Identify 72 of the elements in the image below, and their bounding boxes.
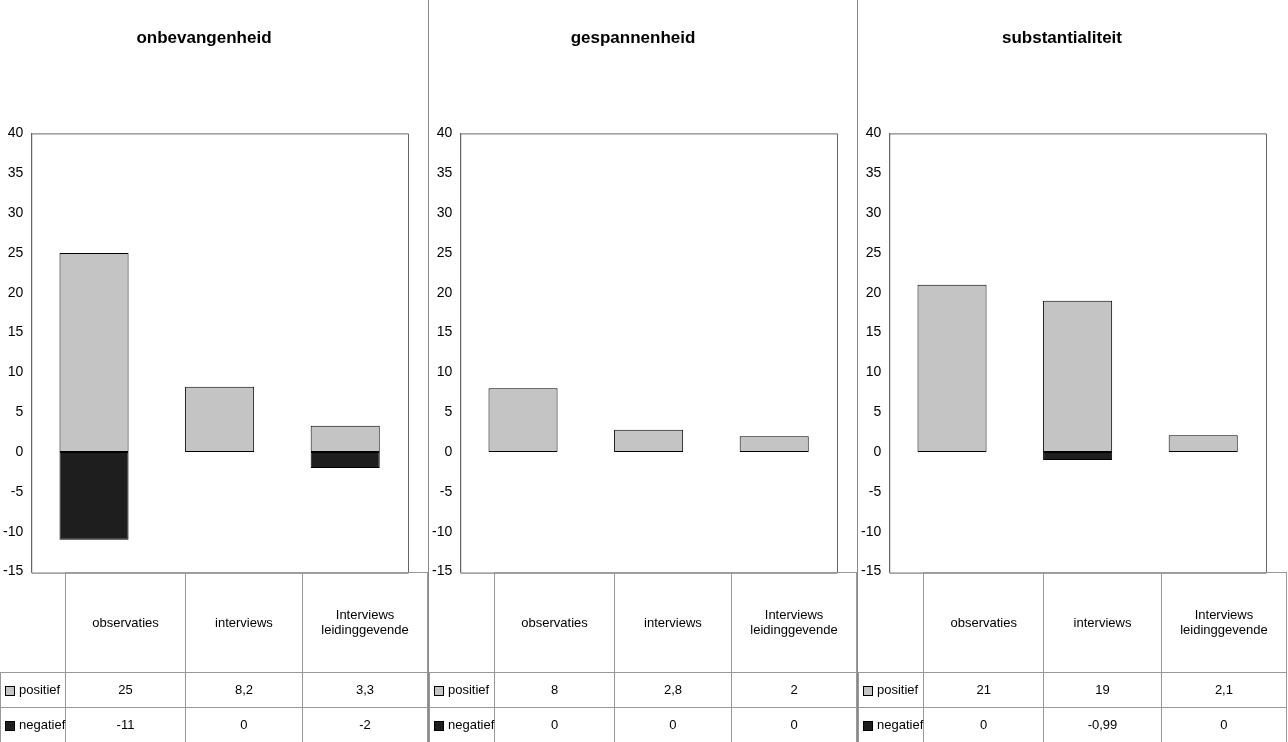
- y-tick-label: -10: [432, 522, 453, 539]
- y-tick-label: 10: [865, 363, 882, 380]
- data-label: 0: [494, 707, 615, 742]
- legend-label: positief: [429, 672, 495, 708]
- y-tick-label: 5: [873, 403, 882, 420]
- data-label: 0: [614, 707, 732, 742]
- y-tick-label: 10: [7, 363, 24, 380]
- y-tick-label: 15: [7, 323, 24, 340]
- y-tick-label: 0: [444, 442, 453, 459]
- x-tick-label: Interviews leidinggevende: [1161, 572, 1287, 673]
- y-tick-label: -5: [439, 482, 453, 499]
- x-tick-label: interviews: [185, 572, 303, 673]
- y-tick-label: 25: [436, 243, 453, 260]
- chart-title: substantialiteit: [1002, 27, 1123, 47]
- y-tick-label: 20: [865, 283, 882, 300]
- y-tick-label: 30: [436, 203, 453, 220]
- data-label: 3,3: [302, 672, 428, 708]
- chart-title: gespannenheid: [570, 27, 696, 47]
- y-tick-label: 15: [436, 323, 453, 340]
- x-tick-label: interviews: [614, 572, 732, 673]
- data-label: 21: [923, 672, 1044, 708]
- y-tick-label: 0: [873, 442, 882, 459]
- y-tick-label: 30: [865, 203, 882, 220]
- x-tick-label: observaties: [923, 572, 1044, 673]
- y-tick-label: 5: [444, 403, 453, 420]
- data-label: -11: [65, 707, 186, 742]
- y-tick-label: -5: [868, 482, 882, 499]
- legend-label: negatief: [858, 707, 924, 742]
- data-label: 25: [65, 672, 186, 708]
- y-tick-label: -10: [861, 522, 882, 539]
- y-tick-label: 40: [436, 124, 453, 141]
- y-tick-label: 40: [7, 124, 24, 141]
- y-tick-label: -10: [3, 522, 24, 539]
- y-tick-label: 10: [436, 363, 453, 380]
- y-tick-label: 25: [865, 243, 882, 260]
- y-tick-label: 20: [436, 283, 453, 300]
- y-tick-label: 40: [865, 124, 882, 141]
- legend-label: negatief: [429, 707, 495, 742]
- data-label: 2: [731, 672, 857, 708]
- data-label: 19: [1043, 672, 1162, 708]
- y-tick-label: 35: [7, 164, 24, 181]
- data-label: 0: [185, 707, 303, 742]
- legend-label: negatief: [0, 707, 66, 742]
- y-tick-label: 0: [15, 442, 24, 459]
- data-label: 2,1: [1161, 672, 1287, 708]
- data-label: -0,99: [1043, 707, 1162, 742]
- x-tick-label: observaties: [65, 572, 186, 673]
- y-tick-label: 30: [7, 203, 24, 220]
- data-label: 0: [1161, 707, 1287, 742]
- y-tick-label: 35: [436, 164, 453, 181]
- y-tick-label: 35: [865, 164, 882, 181]
- x-tick-label: observaties: [494, 572, 615, 673]
- data-label: 8: [494, 672, 615, 708]
- chart-title: onbevangenheid: [136, 27, 272, 47]
- x-tick-label: Interviews leidinggevende: [731, 572, 857, 673]
- data-label: -2: [302, 707, 428, 742]
- x-tick-label: interviews: [1043, 572, 1162, 673]
- data-label: 2,8: [614, 672, 732, 708]
- y-tick-label: 5: [15, 403, 24, 420]
- data-label: 0: [731, 707, 857, 742]
- y-tick-label: -5: [10, 482, 24, 499]
- y-tick-label: 20: [7, 283, 24, 300]
- legend-label: positief: [0, 672, 66, 708]
- y-tick-label: -15: [432, 562, 453, 579]
- y-tick-label: -15: [861, 562, 882, 579]
- y-tick-label: 25: [7, 243, 24, 260]
- data-label: 8,2: [185, 672, 303, 708]
- y-tick-label: 15: [865, 323, 882, 340]
- y-tick-label: -15: [3, 562, 24, 579]
- legend-label: positief: [858, 672, 924, 708]
- x-tick-label: Interviews leidinggevende: [302, 572, 428, 673]
- data-label: 0: [923, 707, 1044, 742]
